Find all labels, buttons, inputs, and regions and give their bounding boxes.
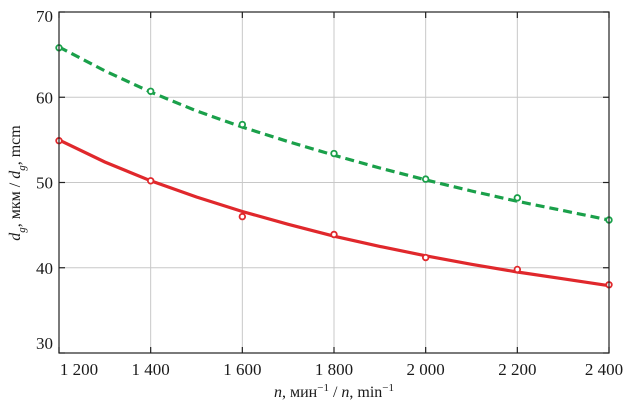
y-tick-label: 40 bbox=[36, 259, 53, 278]
x-tick-labels: 1 200 1 400 1 600 1 800 2 000 2 200 2 400 bbox=[60, 360, 623, 379]
x-tick-label: 1 600 bbox=[223, 360, 261, 379]
series-group bbox=[55, 44, 613, 289]
y-axis-var-sub: g bbox=[16, 227, 28, 233]
x-axis-var-2: n bbox=[341, 384, 349, 401]
x-tick-label: 2 400 bbox=[585, 360, 623, 379]
x-tick-label: 2 200 bbox=[498, 360, 536, 379]
data-point bbox=[421, 253, 430, 262]
data-point bbox=[146, 177, 155, 185]
x-axis-separator: / bbox=[329, 384, 341, 401]
x-axis-unit-ru-exp: −1 bbox=[317, 382, 329, 394]
x-axis-unit-en-exp: −1 bbox=[382, 382, 394, 394]
grid bbox=[58, 12, 610, 353]
y-axis-unit-ru: , мкм / bbox=[7, 179, 24, 227]
y-axis-title: dg, мкм / dg, mcm bbox=[7, 125, 28, 241]
x-tick-label: 1 800 bbox=[315, 360, 353, 379]
x-tick-label: 2 000 bbox=[407, 360, 445, 379]
y-tick-label: 50 bbox=[36, 174, 53, 193]
data-point bbox=[421, 175, 430, 183]
y-axis-var-2: d bbox=[7, 170, 24, 179]
x-tick-label: 1 400 bbox=[132, 360, 170, 379]
y-tick-label: 30 bbox=[36, 334, 53, 353]
data-point bbox=[330, 230, 338, 239]
y-axis-var-2-sub: g bbox=[16, 165, 28, 171]
y-tick-labels: 30 40 50 60 70 bbox=[36, 7, 53, 353]
y-tick-label: 70 bbox=[36, 7, 53, 26]
x-axis-unit-ru: , мин bbox=[282, 384, 318, 401]
data-point bbox=[513, 194, 522, 202]
x-axis-var: n bbox=[274, 384, 282, 401]
x-tick-label: 1 200 bbox=[60, 360, 98, 379]
data-point bbox=[238, 212, 247, 221]
x-axis-title: n, мин−1 / n, min−1 bbox=[274, 382, 394, 401]
y-tick-label: 60 bbox=[36, 88, 53, 107]
ticks bbox=[58, 11, 610, 354]
y-axis-var: d bbox=[7, 232, 24, 241]
data-point bbox=[513, 265, 522, 274]
data-point bbox=[330, 149, 338, 158]
data-point bbox=[238, 120, 247, 129]
x-axis-unit-en: , min bbox=[349, 384, 382, 401]
data-point bbox=[146, 87, 155, 95]
y-axis-unit-en: , mcm bbox=[7, 125, 24, 166]
